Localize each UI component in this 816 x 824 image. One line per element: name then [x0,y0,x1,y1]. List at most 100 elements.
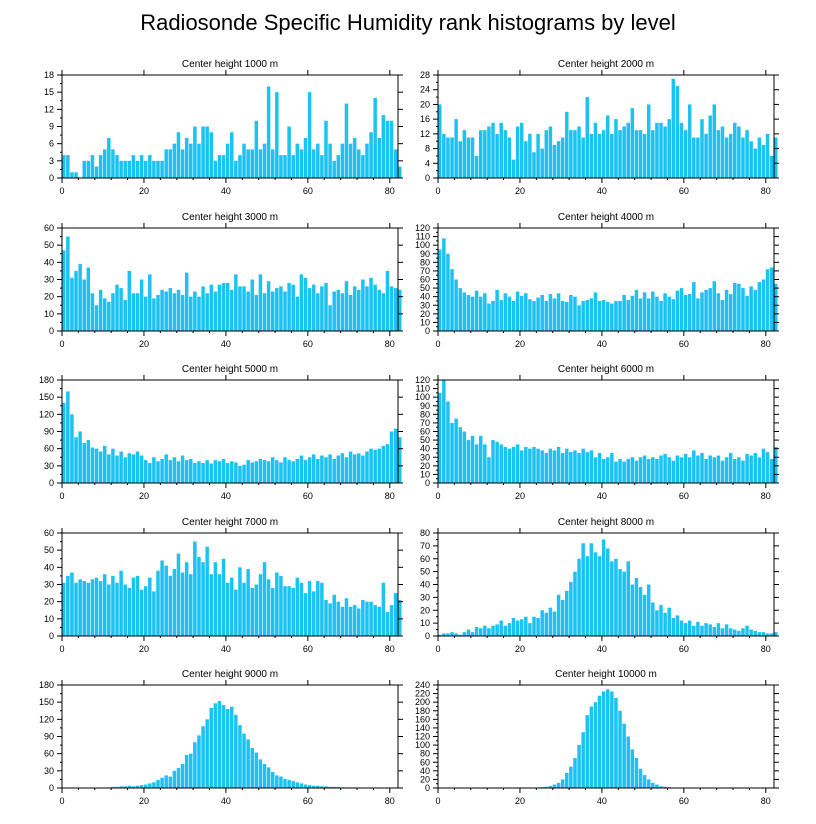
bar [348,143,353,178]
bar [344,281,349,331]
bar [332,594,336,636]
bar [491,440,495,483]
bar [262,562,267,636]
panel-title: Center height 7000 m [182,517,278,528]
bar [189,753,193,788]
bar [283,778,287,788]
bar [152,457,156,483]
y-tick-label: 10 [44,309,54,319]
bar [209,574,214,636]
bar [519,619,524,636]
bar [774,283,778,331]
bar [148,783,152,788]
bar [193,291,197,331]
bar [62,250,66,331]
bar [164,149,168,178]
bar [692,137,696,178]
bar [90,293,95,331]
bar [131,155,136,178]
bar [597,452,602,483]
bar [741,137,745,178]
y-tick-label: 0 [49,783,54,793]
bar [320,155,324,178]
bar [127,270,132,331]
bar [483,293,487,331]
bar [438,392,442,483]
x-tick-label: 20 [139,796,149,806]
bar [753,452,758,483]
bar [679,122,684,178]
bar [606,115,610,178]
bar [753,148,758,178]
bar [189,458,193,483]
bar [127,160,132,178]
bar [757,632,762,636]
x-tick-label: 0 [435,339,440,349]
bar [515,126,520,178]
bar [160,777,164,788]
bar [111,786,115,788]
bar [201,462,205,483]
bar [528,623,532,636]
bar [246,460,250,483]
y-tick-label: 3 [49,156,54,166]
y-tick-label: 200 [415,697,430,707]
bar [66,391,70,483]
bar [381,445,386,483]
y-tick-label: 30 [44,461,54,471]
bar [250,587,254,636]
bar [712,457,717,483]
bar [704,133,708,178]
bar [769,155,774,178]
bar [160,289,164,331]
bar [536,133,540,178]
bar [581,137,585,178]
bar [381,293,386,331]
bar [287,282,291,331]
bar [189,296,193,331]
bar [160,458,164,483]
y-tick-label: 80 [420,409,430,419]
bar [646,584,651,636]
bar [381,582,386,636]
bar [606,457,610,483]
bar [197,461,201,483]
bar [123,300,127,331]
bar [499,122,503,178]
bar [320,582,324,636]
panel-title: Center height 2000 m [558,59,654,70]
bar [311,149,316,178]
bar [336,601,341,636]
y-tick-label: 180 [39,375,54,385]
bar [311,454,316,483]
bar [123,786,127,788]
bar [102,574,107,636]
bar [593,552,598,636]
bar [618,569,622,636]
bar [262,763,267,788]
bar [295,782,300,788]
bar [98,289,103,331]
bar [470,632,475,636]
y-tick-label: 15 [44,87,54,97]
bar [519,450,524,483]
bar [548,607,553,636]
y-tick-label: 10 [420,317,430,327]
panel-title: Center height 5000 m [182,364,278,375]
bar [340,453,345,483]
bar [487,628,491,636]
bar [675,86,680,178]
bar [638,587,643,636]
bar [683,623,688,636]
bar [234,714,238,788]
bar [696,455,700,483]
bar [716,130,721,178]
y-tick-label: 100 [415,240,430,250]
bar [217,461,222,483]
bar [474,155,479,178]
bar [618,130,622,178]
x-tick-label: 40 [221,339,231,349]
bar [180,763,185,788]
bar [454,418,458,483]
